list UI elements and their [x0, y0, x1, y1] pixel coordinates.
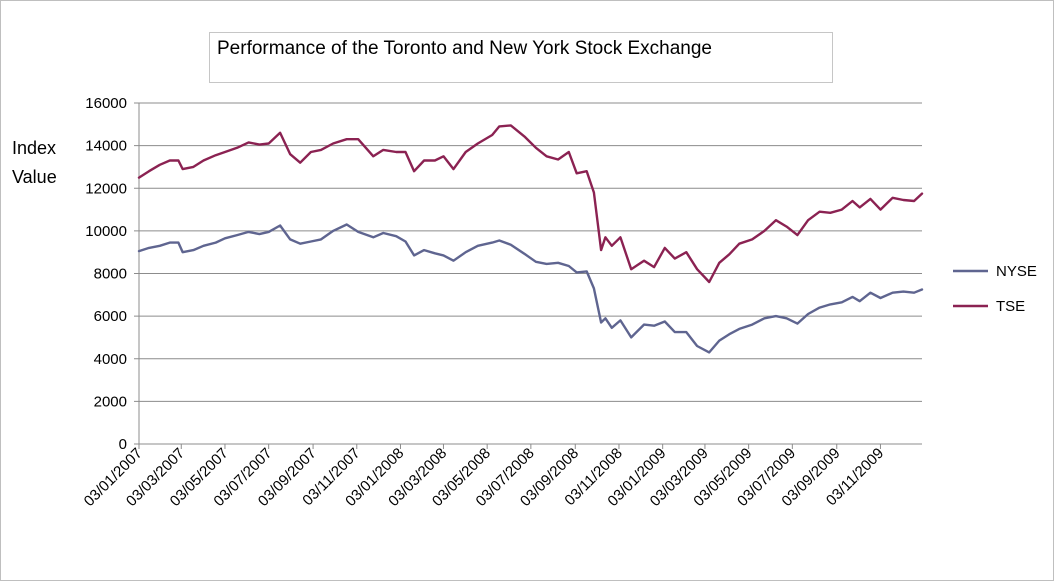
y-tick-label: 4000 — [94, 351, 127, 368]
y-tick-label: 8000 — [94, 266, 127, 283]
series-line-tse — [137, 124, 924, 284]
y-tick-label: 0 — [119, 436, 127, 453]
series-line-nyse — [137, 223, 924, 354]
y-axis-label-line1: Index — [12, 138, 57, 158]
y-tick-label: 16000 — [85, 95, 127, 112]
legend-label-tse: TSE — [996, 298, 1025, 315]
legend-label-nyse: NYSE — [996, 263, 1037, 280]
y-tick-label: 6000 — [94, 308, 127, 325]
chart-title: Performance of the Toronto and New York … — [217, 38, 713, 59]
y-axis-label-line2: Value — [12, 167, 57, 187]
y-tick-label: 2000 — [94, 393, 127, 410]
y-axis-label: Index Value — [12, 134, 57, 192]
chart-title-box: Performance of the Toronto and New York … — [209, 32, 833, 83]
y-tick-label: 10000 — [85, 223, 127, 240]
y-tick-label: 14000 — [85, 138, 127, 155]
y-tick-label: 12000 — [85, 180, 127, 197]
